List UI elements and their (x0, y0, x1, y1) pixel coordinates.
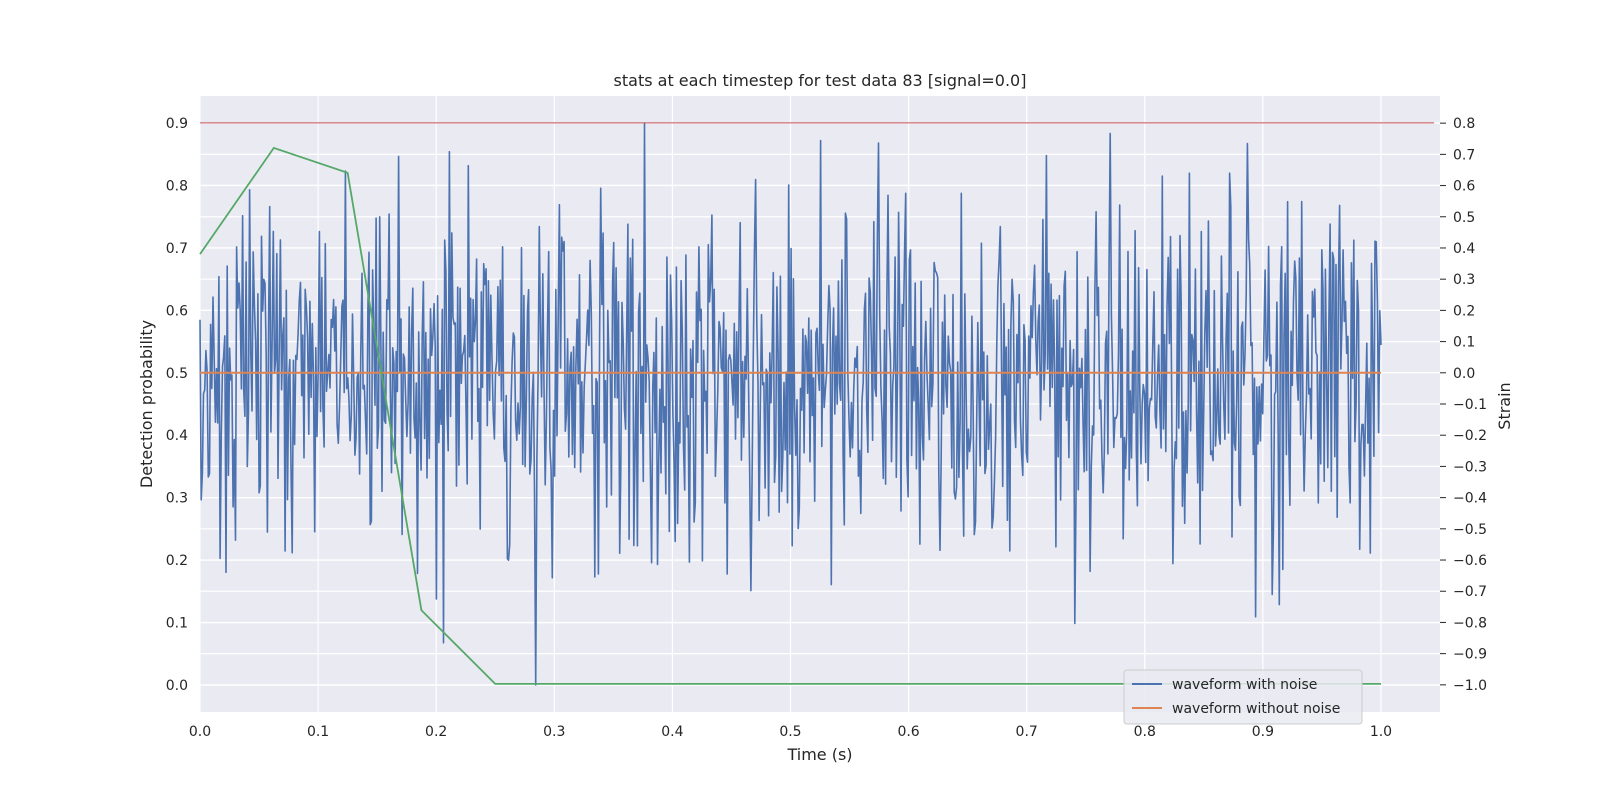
y2-tick-label: −0.4 (1453, 491, 1487, 507)
y2-tick-label: 0.1 (1453, 335, 1475, 351)
y2-tick-label: 0.7 (1453, 147, 1475, 163)
y-tick-label: 0.6 (166, 303, 188, 319)
y2-tick-label: −0.8 (1453, 615, 1487, 631)
y2-tick-label: 0.8 (1453, 116, 1475, 132)
x-tick-label: 0.0 (189, 724, 211, 740)
y-tick-label: 0.4 (166, 428, 188, 444)
x-tick-label: 1.0 (1370, 724, 1392, 740)
tick-labels: 0.0 0.1 0.2 0.3 0.4 0.5 0.6 0.7 0.8 0.9 1.0 0.0 0.1 0… (166, 116, 1487, 740)
legend: waveform with noise waveform without noi… (1123, 669, 1363, 725)
y2-tick-label: −0.3 (1453, 459, 1487, 475)
y2-tick-label: −0.5 (1453, 522, 1487, 538)
x-tick-label: 0.2 (425, 724, 447, 740)
y-axis-label: Detection probability (137, 320, 156, 488)
y2-tick-label: −0.2 (1453, 428, 1487, 444)
y2-tick-label: 0.0 (1453, 366, 1475, 382)
x-tick-label: 0.5 (779, 724, 801, 740)
y-tick-label: 0.8 (166, 178, 188, 194)
x-tick-label: 0.6 (897, 724, 919, 740)
x-axis-label: Time (s) (786, 745, 852, 764)
x-tick-label: 0.7 (1016, 724, 1038, 740)
x-tick-label: 0.8 (1134, 724, 1156, 740)
y-tick-label: 0.1 (166, 616, 188, 632)
y2-tick-label: −0.7 (1453, 584, 1487, 600)
x-tick-label: 0.1 (307, 724, 329, 740)
legend-box (1123, 669, 1363, 725)
y2-axis-label: Strain (1495, 382, 1514, 429)
y2-tick-label: −0.6 (1453, 553, 1487, 569)
y2-tick-label: −0.9 (1453, 647, 1487, 663)
y2-tick-label: −0.1 (1453, 397, 1487, 413)
x-tick-label: 0.4 (661, 724, 683, 740)
y-tick-label: 0.7 (166, 241, 188, 257)
y2-tick-label: 0.6 (1453, 179, 1475, 195)
x-tick-label: 0.3 (543, 724, 565, 740)
y2-tick-label: −1.0 (1453, 678, 1487, 694)
y-tick-label: 0.9 (166, 116, 188, 132)
y2-tick-label: 0.2 (1453, 303, 1475, 319)
y2-tick-label: 0.5 (1453, 210, 1475, 226)
noisy-waveform-line (199, 122, 1382, 686)
legend-label-noisy: waveform with noise (1172, 677, 1317, 693)
y-tick-label: 0.2 (166, 553, 188, 569)
y2-tick-label: 0.4 (1453, 241, 1475, 257)
x-tick-label: 0.9 (1252, 724, 1274, 740)
y2-tick-label: 0.3 (1453, 272, 1475, 288)
y-tick-label: 0.3 (166, 491, 188, 507)
chart-title: stats at each timestep for test data 83 … (614, 71, 1027, 90)
y-tick-label: 0.0 (166, 678, 188, 694)
y-tick-label: 0.5 (166, 366, 188, 382)
legend-label-clean: waveform without noise (1172, 701, 1340, 717)
